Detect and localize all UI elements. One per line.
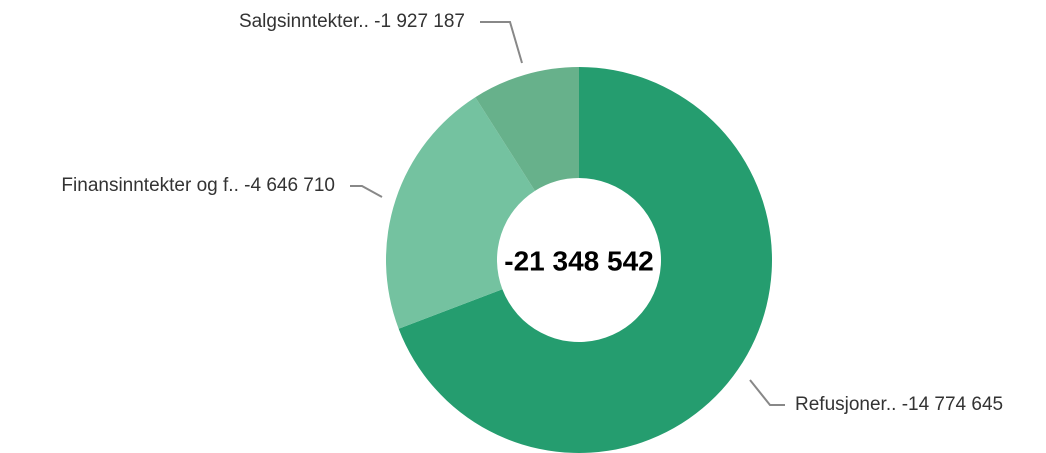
slice-category: Salgsinntekter.. <box>239 11 369 32</box>
donut-total: -21 348 542 <box>504 245 653 276</box>
slice-value: -14 774 645 <box>902 394 1003 415</box>
slice-label: Salgsinntekter.. -1 927 187 <box>239 11 465 32</box>
slice-category: Refusjoner.. <box>795 394 896 415</box>
slice-label: Refusjoner.. -14 774 645 <box>795 394 1003 415</box>
donut-slice <box>386 97 535 329</box>
donut-slice <box>398 67 772 453</box>
slice-category: Finansinntekter og f.. <box>61 175 238 196</box>
leader-line <box>749 379 785 406</box>
leader-line <box>350 185 383 198</box>
slice-label: Finansinntekter og f.. -4 646 710 <box>61 175 335 196</box>
slice-value: -1 927 187 <box>374 11 465 32</box>
donut-slice <box>475 67 579 191</box>
slice-value: -4 646 710 <box>244 175 335 196</box>
leader-line <box>480 21 523 64</box>
